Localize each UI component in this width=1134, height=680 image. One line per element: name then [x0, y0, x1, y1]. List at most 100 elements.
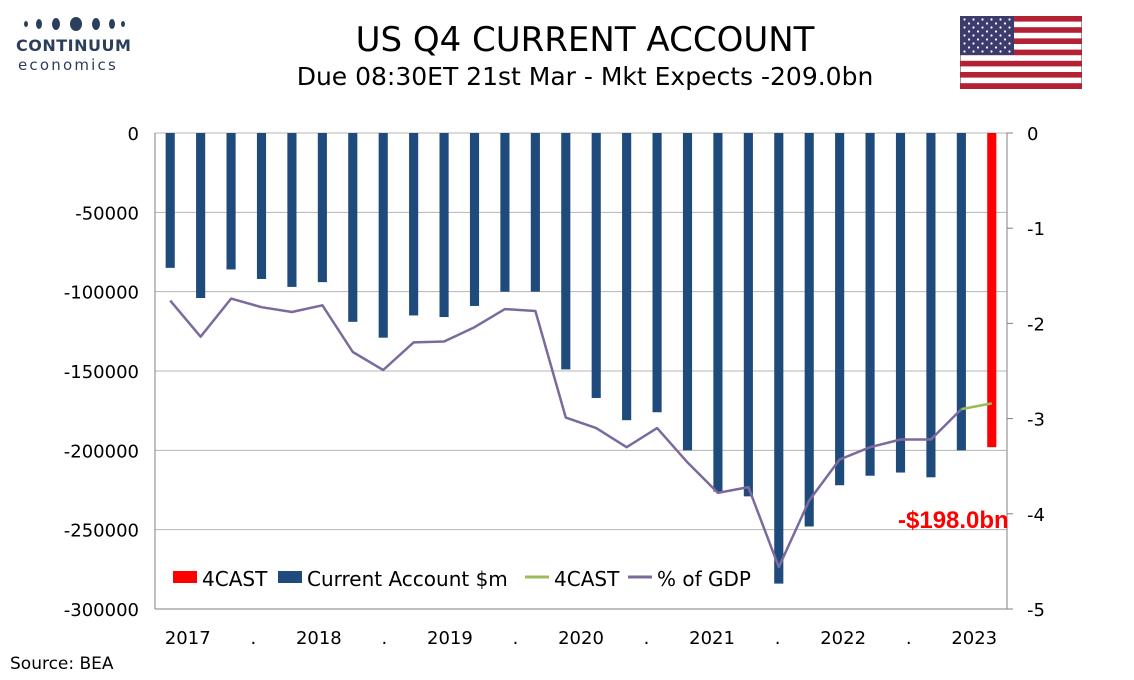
flag-star — [1003, 46, 1007, 49]
y-right-tick-label: -5 — [1027, 600, 1045, 621]
flag-star — [1003, 30, 1007, 33]
flag-star — [967, 46, 971, 49]
flag-star — [990, 34, 993, 37]
current-account-bar — [439, 133, 449, 318]
current-account-bar — [500, 133, 510, 292]
current-account-bar — [530, 133, 540, 292]
flag-star — [972, 42, 975, 45]
current-account-bar — [378, 133, 388, 338]
logo-subtitle: economics — [18, 56, 118, 74]
flag-star — [967, 22, 971, 25]
tick-labels: 0 -50000 -100000 -150000 -200000 -250000 -3000… — [64, 124, 1045, 649]
flag-star — [981, 50, 984, 53]
flag-star — [994, 46, 998, 49]
flag-star — [976, 22, 980, 25]
source-note: Source: BEA — [10, 654, 114, 674]
flag-star — [976, 46, 980, 49]
legend-gdp-share-label: % of GDP — [657, 567, 751, 591]
flag-star — [976, 30, 980, 33]
flag-star — [981, 26, 984, 29]
x-tick-label: . — [644, 628, 650, 649]
flag-star — [999, 34, 1002, 37]
current-account-bar — [469, 133, 480, 306]
current-account-bar — [713, 133, 723, 492]
legend-current-account-label: Current Account $m — [307, 567, 508, 591]
gdp-share-line — [169, 297, 963, 569]
current-account-bar — [165, 133, 175, 268]
flag-star — [981, 42, 984, 45]
x-tick-label: . — [775, 628, 781, 649]
flag-star — [990, 26, 993, 29]
x-tick-label: . — [513, 628, 519, 649]
y-left-tick-label: -50000 — [75, 203, 139, 224]
flag-star — [972, 34, 975, 37]
flag-star — [976, 38, 980, 41]
y-left-tick-label: 0 — [128, 124, 139, 145]
flag-star — [1008, 50, 1011, 53]
flag-star — [963, 34, 966, 37]
axes — [154, 133, 1008, 610]
x-tick-label: 2018 — [296, 628, 342, 649]
current-account-bar — [226, 133, 236, 270]
flag-star — [985, 38, 989, 41]
legend-forecast-line-label: 4CAST — [554, 567, 620, 591]
x-tick-label: 2021 — [689, 628, 735, 649]
grid-lines — [155, 132, 1013, 610]
flag-star — [999, 42, 1002, 45]
bars — [165, 133, 997, 584]
flag-star — [1003, 38, 1007, 41]
forecast-bar — [987, 133, 997, 448]
flag-star — [994, 38, 998, 41]
flag-star — [985, 22, 989, 25]
current-account-bar — [652, 133, 662, 413]
flag-star — [994, 22, 998, 25]
x-tick-label: 2023 — [951, 628, 997, 649]
flag-star — [1008, 26, 1011, 29]
forecast-gdp-line — [961, 402, 993, 411]
flag-star — [972, 50, 975, 53]
legend-current-account-swatch — [278, 571, 302, 583]
legend-forecast-bar-swatch — [173, 571, 197, 583]
current-account-bar — [348, 133, 358, 322]
flag-star — [967, 30, 971, 33]
y-right-tick-label: -1 — [1027, 219, 1045, 240]
y-right-tick-label: -2 — [1027, 314, 1045, 335]
y-right-tick-label: 0 — [1027, 124, 1038, 145]
current-account-bar — [317, 133, 327, 283]
current-account-bar — [956, 133, 966, 451]
flag-star — [990, 42, 993, 45]
x-tick-label: 2022 — [820, 628, 866, 649]
flag-star — [981, 34, 984, 37]
flag-star — [1008, 18, 1011, 21]
current-account-bar — [895, 133, 906, 473]
x-tick-label: 2017 — [165, 628, 211, 649]
x-tick-label: 2019 — [427, 628, 473, 649]
y-right-tick-label: -3 — [1027, 410, 1045, 431]
logo-dots-icon — [24, 17, 125, 31]
flag-star — [963, 42, 966, 45]
x-tick-label: . — [906, 628, 912, 649]
flag-star — [1008, 42, 1011, 45]
forecast-annotation: -$198.0bn — [898, 507, 1009, 534]
flag-star — [972, 26, 975, 29]
current-account-bar — [196, 133, 206, 299]
y-left-tick-label: -250000 — [64, 521, 139, 542]
flag-star — [1003, 22, 1007, 25]
current-account-bar — [622, 133, 632, 421]
y-left-tick-label: -200000 — [64, 441, 139, 462]
flag-star — [999, 18, 1002, 21]
current-account-bar — [561, 133, 571, 370]
flag-star — [990, 50, 993, 53]
legend-forecast-bar-label: 4CAST — [202, 567, 268, 591]
flag-star — [985, 46, 989, 49]
current-account-bar — [409, 133, 419, 316]
x-tick-label: 2020 — [558, 628, 604, 649]
lines — [169, 297, 993, 569]
x-tick-label: . — [382, 628, 388, 649]
flag-star — [972, 18, 975, 21]
x-tick-label: . — [250, 628, 256, 649]
flag-star — [963, 50, 966, 53]
current-account-bar — [835, 133, 845, 486]
current-account-bar — [743, 133, 753, 497]
